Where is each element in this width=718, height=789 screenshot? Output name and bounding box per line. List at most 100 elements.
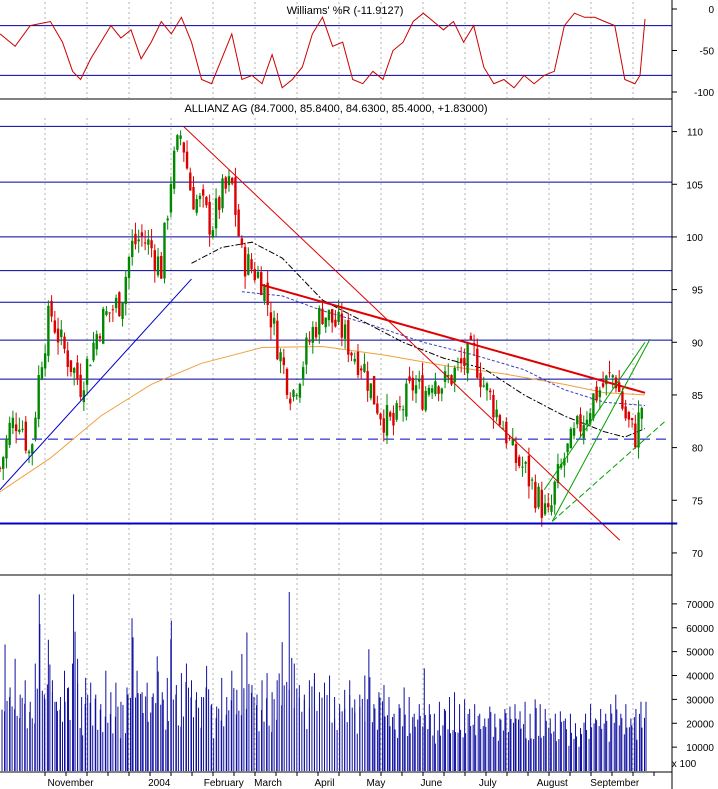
williams-r-title: Williams' %R (-11.9127) [287, 5, 404, 17]
candle-body [527, 455, 531, 487]
candle-body [114, 297, 118, 309]
candle-body [350, 352, 353, 356]
moving-average-line [191, 241, 646, 438]
price-tick-label: 85 [692, 391, 704, 402]
candle-body [237, 209, 240, 237]
candle-body [382, 418, 385, 433]
candle-body [63, 336, 66, 349]
candle-body [356, 351, 360, 376]
trendline [551, 338, 651, 522]
candle-body [566, 443, 569, 453]
candle-body [143, 242, 147, 244]
price-panel: 70 75 80 85 90 95 100 105 110 ALLIANZ AG (84.700… [0, 103, 703, 574]
candle-body [50, 300, 53, 317]
candle-body [588, 413, 592, 424]
candle-body [450, 375, 453, 385]
candle-body [198, 195, 202, 200]
candle-body [92, 342, 95, 361]
candle-body [379, 413, 382, 420]
volume-tick-label: 70000 [686, 600, 714, 611]
candle-body [414, 385, 418, 394]
price-tick-label: 110 [687, 128, 703, 139]
candle-body [79, 374, 82, 398]
candle-body [498, 415, 502, 426]
candle-body [411, 377, 414, 391]
candle-body [201, 189, 205, 196]
candle-body [563, 458, 566, 466]
candle-body [250, 259, 253, 270]
candle-body [276, 320, 279, 360]
candle-body [427, 387, 431, 395]
candle-body [0, 467, 2, 469]
candle-body [218, 197, 221, 210]
candle-body [263, 285, 266, 301]
candle-body [140, 232, 144, 237]
candle-body [214, 198, 218, 229]
candle-body [627, 411, 631, 420]
candle-body [269, 312, 273, 328]
candle-body [579, 414, 582, 432]
candle-body [240, 238, 244, 245]
candle-body [518, 456, 521, 466]
candle-body [453, 367, 456, 383]
candle-body [469, 335, 473, 340]
candle-body [624, 406, 627, 419]
candle-body [301, 367, 305, 380]
price-tick-label: 80 [692, 444, 704, 455]
x-axis-label: November [47, 778, 94, 789]
volume-panel: 10000 20000 30000 40000 50000 60000 70000 Nove… [1, 578, 714, 789]
volume-tick-label: 60000 [686, 624, 714, 635]
candle-body [340, 313, 344, 338]
williams-r-line [0, 12, 646, 89]
candle-body [366, 371, 369, 391]
candle-body [372, 376, 376, 405]
candle-body [559, 464, 563, 468]
candle-body [395, 403, 398, 420]
candle-body [14, 424, 18, 432]
candle-body [8, 422, 11, 445]
volume-tick-label: 50000 [686, 648, 714, 659]
candle-body [40, 367, 44, 380]
candle-body [24, 421, 27, 451]
candle-body [601, 383, 605, 387]
candle-body [476, 348, 479, 378]
candle-body [150, 240, 153, 249]
candle-body [21, 428, 24, 430]
candle-body [376, 403, 379, 414]
candle-body [514, 444, 518, 463]
candle-body [185, 151, 189, 169]
candle-body [334, 319, 337, 327]
trendline [183, 125, 621, 541]
volume-tick-label: 40000 [686, 672, 714, 683]
candle-body [608, 372, 611, 374]
price-tick-label: 90 [692, 338, 704, 349]
candle-body [11, 417, 15, 428]
candle-body [330, 309, 334, 323]
candle-body [598, 390, 602, 398]
candle-body [456, 362, 460, 364]
candle-body [308, 341, 311, 343]
candle-body [530, 479, 534, 481]
candle-body [430, 388, 434, 393]
candle-body [147, 239, 150, 245]
volume-tick-label: 10000 [686, 743, 714, 754]
x-axis-label: September [590, 778, 640, 789]
candle-body [224, 177, 227, 189]
candle-body [208, 201, 211, 235]
candle-body [192, 187, 195, 210]
williams-r-tick-label: 0 [708, 5, 714, 16]
candle-body [421, 375, 424, 410]
x-axis-label: May [366, 778, 385, 789]
price-tick-label: 105 [686, 180, 703, 191]
candle-body [18, 429, 21, 432]
candle-body [76, 362, 79, 380]
candle-body [189, 172, 192, 191]
candle-body [85, 358, 89, 385]
candle-body [405, 383, 408, 417]
candle-body [253, 269, 256, 281]
candle-body [172, 150, 176, 189]
candle-body [466, 342, 469, 374]
candle-body [605, 375, 608, 385]
candle-body [353, 358, 356, 362]
